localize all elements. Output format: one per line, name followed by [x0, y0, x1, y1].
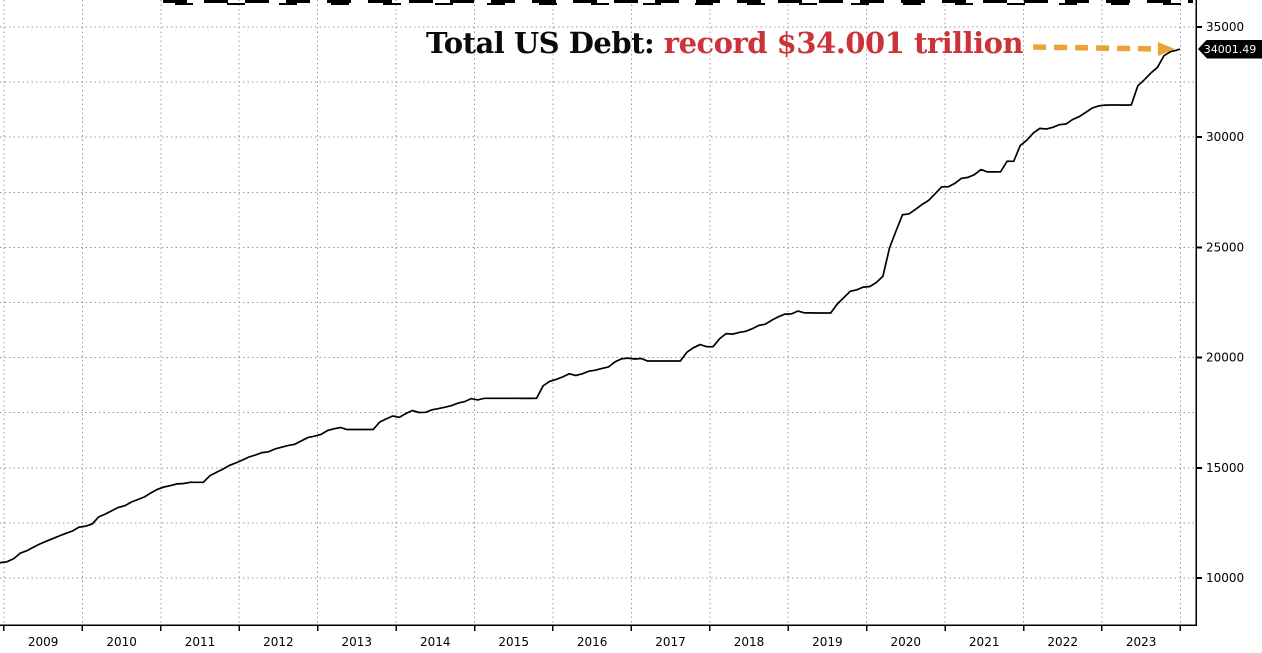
x-axis-label: 2012 [263, 635, 294, 649]
x-axis-label: 2017 [655, 635, 686, 649]
last-price-tag: 34001.49 [1198, 39, 1262, 59]
axes [0, 0, 1197, 626]
y-axis-label: 15000 [1206, 461, 1244, 475]
annotation-arrow [1033, 42, 1175, 56]
y-axis-label: 10000 [1206, 571, 1244, 585]
y-axis-label: 35000 [1206, 20, 1244, 34]
y-axis-label: 20000 [1206, 351, 1244, 365]
x-axis-label: 2014 [420, 635, 451, 649]
x-axis-label: 2018 [734, 635, 765, 649]
chart-title: Total US Debt: record $34.001 trillion [426, 26, 1024, 60]
x-axis-label: 2020 [891, 635, 922, 649]
y-axis-label: 30000 [1206, 130, 1244, 144]
axis-ticks [3, 26, 1202, 631]
y-axis-labels: 10000 15000 20000 25000 30000 35000 [1206, 20, 1244, 585]
x-axis-label: 2021 [969, 635, 1000, 649]
x-axis-label: 2013 [342, 635, 373, 649]
x-axis-label: 2023 [1126, 635, 1157, 649]
gridlines [0, 0, 1196, 625]
y-axis-label: 25000 [1206, 240, 1244, 254]
x-axis-label: 2016 [577, 635, 608, 649]
cropped-text-artifact [163, 0, 1193, 5]
cropped-text-artifact-row [163, 3, 1193, 5]
x-axis-label: 2011 [185, 635, 216, 649]
x-axis-labels: 2009 2010 2011 2012 2013 2014 2015 2016 2017 2018… [28, 635, 1157, 649]
cropped-text-artifact-row [163, 0, 1193, 3]
x-axis-label: 2022 [1047, 635, 1078, 649]
x-axis-label: 2019 [812, 635, 843, 649]
chart-title-highlight: record $34.001 trillion [663, 26, 1024, 60]
x-axis-label: 2010 [106, 635, 137, 649]
chart-title-main: Total US Debt: [426, 26, 664, 60]
x-axis-label: 2009 [28, 635, 59, 649]
x-axis-label: 2015 [498, 635, 529, 649]
debt-series-line [0, 48, 1181, 564]
